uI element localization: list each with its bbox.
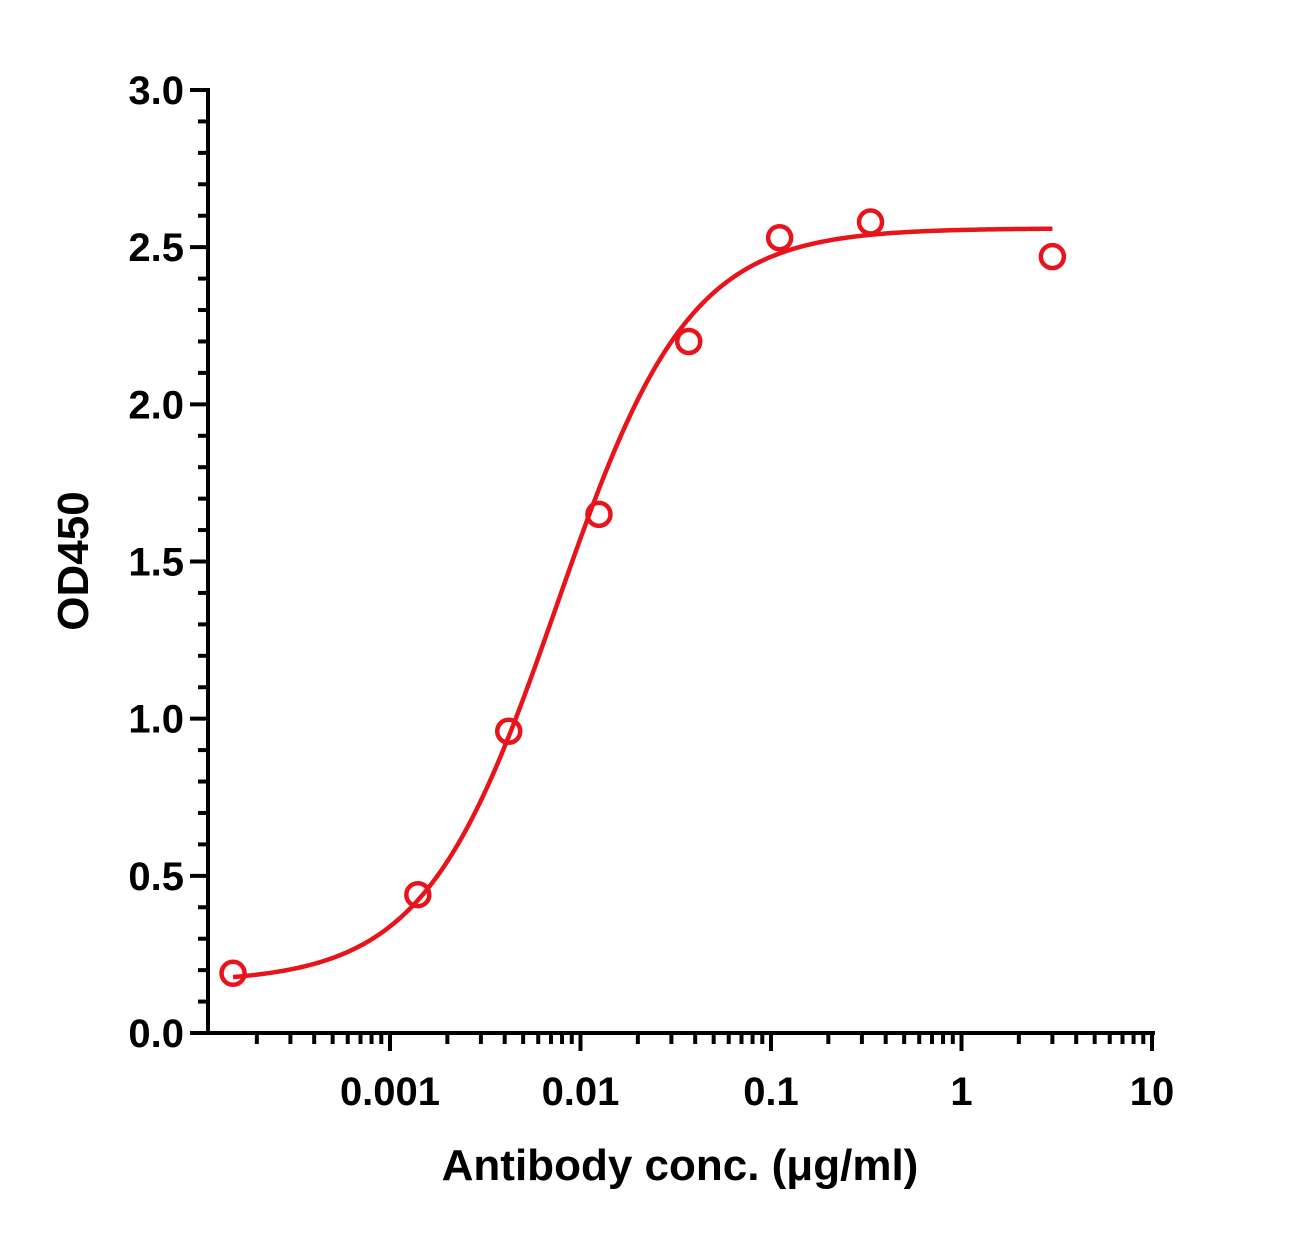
y-tick-label: 0.5 <box>128 855 184 899</box>
y-tick-label: 2.5 <box>128 226 184 270</box>
fit-curve-layer <box>232 226 1053 980</box>
x-tick-label: 0.001 <box>340 1070 440 1114</box>
y-tick-label: 3.0 <box>128 69 184 113</box>
data-point <box>674 327 703 356</box>
data-point <box>856 208 885 236</box>
y-tick-label: 1.5 <box>128 541 184 585</box>
data-point <box>219 959 247 988</box>
data-point <box>1038 242 1067 271</box>
y-tick-label: 0.0 <box>128 1012 184 1056</box>
axes <box>190 88 1155 1051</box>
x-tick-label: 10 <box>1130 1070 1175 1114</box>
labels-layer: 0.0 0.5 1.0 1.5 2.0 2.5 3.0 0.001 0.01 0.1 1 10 Anti… <box>49 69 1174 1190</box>
x-axis-title: Antibody conc. (μg/ml) <box>442 1141 919 1190</box>
y-tick-label: 2.0 <box>128 383 184 427</box>
x-tick-label: 1 <box>950 1070 972 1114</box>
y-axis-title: OD450 <box>49 491 98 630</box>
data-point <box>585 500 613 529</box>
data-points-layer <box>219 208 1067 988</box>
data-point <box>404 880 432 909</box>
y-tick-label: 1.0 <box>128 698 184 742</box>
fit-curve <box>232 226 1053 980</box>
data-point <box>494 717 523 745</box>
x-tick-label: 0.01 <box>542 1070 620 1114</box>
x-tick-label: 0.1 <box>743 1070 799 1114</box>
data-point <box>765 223 794 252</box>
